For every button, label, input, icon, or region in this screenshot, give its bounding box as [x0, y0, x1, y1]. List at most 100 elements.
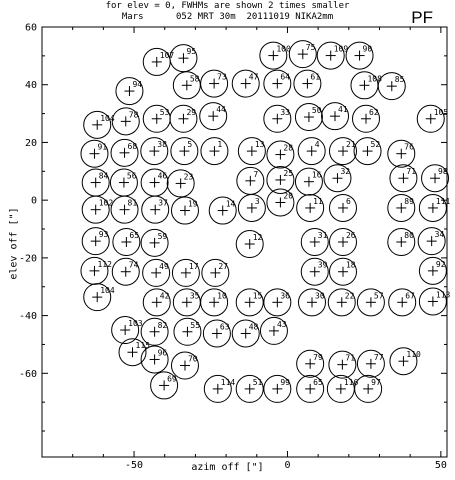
detector-circle: [150, 371, 179, 400]
detector-circle: [111, 257, 140, 286]
detector-circle: [142, 288, 171, 317]
detector-label: 91: [97, 143, 107, 152]
detector-label: 100: [276, 45, 291, 54]
detector-circle: [81, 195, 110, 224]
detector-label: 51: [253, 378, 263, 387]
detector-label: 56: [127, 172, 137, 181]
y-tick-label: 40: [25, 80, 37, 91]
detector-circle: [323, 164, 352, 193]
detector-label: 97: [371, 378, 381, 387]
detector-circle: [118, 338, 147, 367]
y-tick-label: -40: [19, 311, 37, 322]
plot-frame: [41, 26, 448, 458]
detector-circle: [111, 316, 140, 345]
detector-label: 63: [220, 322, 230, 331]
detector-label: 76: [404, 143, 414, 152]
detector-label: 49: [159, 262, 169, 271]
detector-circle: [387, 228, 416, 256]
detector-circle: [296, 374, 325, 403]
detector-circle: [293, 69, 322, 98]
detector-circle: [203, 374, 232, 403]
detector-label: 94: [132, 80, 142, 89]
detector-circle: [83, 110, 112, 139]
detector-label: 102: [99, 199, 114, 208]
detector-circle: [266, 140, 295, 169]
detector-label: 112: [97, 260, 112, 269]
detector-circle: [266, 165, 295, 194]
detector-circle: [353, 137, 382, 166]
detector-circle: [235, 288, 264, 317]
detector-circle: [263, 69, 292, 98]
detector-label: 14: [226, 200, 236, 209]
detector-circle: [352, 104, 380, 133]
detector-circle: [294, 103, 323, 132]
detector-label: 36: [280, 291, 290, 300]
detector-label: 104: [100, 286, 115, 295]
detector-circle: [296, 193, 325, 222]
detector-label: 19: [188, 200, 198, 209]
detector-label: 53: [160, 108, 170, 117]
detector-circle: [354, 374, 383, 403]
detector-label: 99: [280, 378, 290, 387]
detector-circle: [328, 193, 357, 222]
detector-label: 113: [436, 290, 451, 299]
detector-label: 89: [404, 197, 414, 206]
detector-label: 10: [217, 291, 227, 300]
detector-label: 67: [405, 291, 415, 300]
detector-label: 69: [167, 374, 177, 383]
detector-circle: [421, 164, 450, 193]
detector-circle: [418, 287, 447, 316]
detector-label: 81: [128, 199, 138, 208]
detector-label: 42: [160, 291, 170, 300]
detector-circle: [418, 193, 447, 222]
detector-circle: [81, 227, 110, 256]
detector-circle: [263, 374, 292, 403]
detector-label: 23: [184, 172, 194, 181]
detector-label: 61: [310, 73, 320, 82]
x-tick-label: 0: [284, 460, 290, 471]
y-tick-label: 20: [25, 138, 37, 149]
detector-label: 115: [136, 341, 151, 350]
detector-circle: [389, 164, 418, 193]
detector-circle: [387, 139, 416, 168]
detector-label: 27: [218, 262, 228, 271]
detector-label: 82: [158, 321, 168, 330]
detector-label: 58: [190, 74, 200, 83]
detector-circle: [140, 228, 169, 257]
detector-circle: [266, 188, 295, 217]
detector-label: 103: [128, 319, 143, 328]
detector-circle: [111, 107, 140, 136]
detector-circle: [169, 44, 198, 73]
detector-circle: [298, 288, 326, 317]
detector-label: 73: [217, 73, 227, 82]
detector-label: 33: [280, 108, 290, 117]
detector-circle: [237, 193, 266, 222]
detector-label: 15: [253, 291, 263, 300]
detector-label: 65: [313, 378, 323, 387]
detector-circle: [237, 137, 266, 166]
detector-label: 71: [345, 354, 355, 363]
detector-circle: [328, 137, 357, 166]
detector-circle: [259, 41, 288, 70]
detector-label: 104: [100, 114, 115, 123]
detector-circle: [263, 288, 292, 317]
detector-circle: [199, 102, 228, 131]
detector-label: 65: [129, 231, 139, 240]
detector-circle: [328, 257, 357, 286]
detector-circle: [263, 104, 292, 133]
detector-label: 80: [404, 231, 414, 240]
detector-label: 21: [346, 140, 356, 149]
detector-label: 108: [367, 74, 382, 83]
detector-label: 52: [371, 140, 381, 149]
detector-circle: [300, 257, 329, 286]
detector-circle: [140, 137, 169, 166]
detector-circle: [235, 230, 264, 259]
detector-label: 95: [186, 47, 196, 56]
detector-label: 59: [158, 232, 168, 241]
detector-circle: [171, 258, 200, 287]
detector-circle: [140, 345, 169, 374]
x-axis-label: azim off ["]: [191, 462, 264, 473]
detector-circle: [387, 193, 416, 222]
detector-label: 85: [395, 75, 405, 84]
